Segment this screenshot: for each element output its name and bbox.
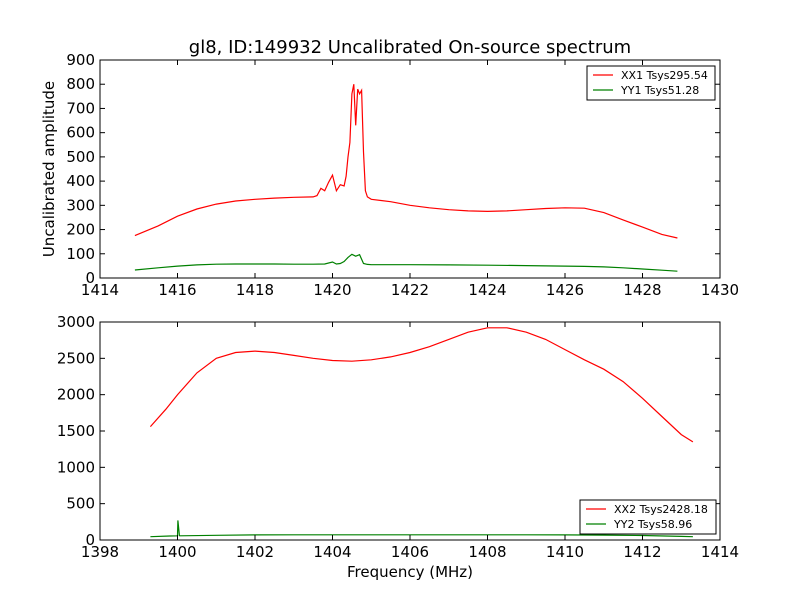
y-tick-label: 800 — [66, 75, 95, 93]
x-tick-label: 1422 — [391, 281, 429, 299]
x-tick-label: 1414 — [81, 281, 119, 299]
x-tick-label: 1406 — [391, 543, 429, 561]
x-tick-label: 1420 — [313, 281, 351, 299]
x-tick-label: 1416 — [158, 281, 196, 299]
y-tick-label: 3000 — [57, 313, 95, 331]
y-tick-label: 2000 — [57, 386, 95, 404]
x-tick-label: 1398 — [81, 543, 119, 561]
series-line-xx-1 — [134, 84, 678, 239]
y-tick-label: 300 — [66, 196, 95, 214]
plot-bottom: 1398 1400 1402 1404 1406 1408 1410 1412 1414 0 500… — [57, 313, 739, 561]
legend-entry: YY2 Tsys58.96 — [613, 518, 692, 531]
x-tick-label: 1428 — [623, 281, 661, 299]
y-tick-label: 0 — [85, 269, 95, 287]
legend-box — [586, 65, 716, 101]
x-tick-label: 1414 — [701, 543, 739, 561]
plot-top: 1414 1416 1418 1420 1422 1424 1426 1428 1430 0 100… — [66, 51, 739, 299]
y-tick-label: 700 — [66, 99, 95, 117]
series-line-xx-2 — [149, 327, 694, 443]
y-tick-label: 2500 — [57, 349, 95, 367]
series-line-yy-1 — [134, 253, 678, 272]
x-tick-label: 1430 — [701, 281, 739, 299]
x-axis-label-bottom: Frequency (MHz) — [347, 563, 473, 581]
x-tick-label: 1410 — [546, 543, 584, 561]
x-tick-label: 1400 — [158, 543, 196, 561]
legend-entry: YY1 Tsys51.28 — [620, 84, 699, 97]
x-tick-label: 1412 — [623, 543, 661, 561]
y-tick-label: 100 — [66, 245, 95, 263]
y-tick-label: 0 — [85, 531, 95, 549]
y-tick-label: 500 — [66, 495, 95, 513]
y-tick-label: 200 — [66, 221, 95, 239]
y-tick-label: 500 — [66, 148, 95, 166]
x-tick-label: 1408 — [468, 543, 506, 561]
x-tick-label: 1404 — [313, 543, 351, 561]
x-tick-label: 1418 — [236, 281, 274, 299]
chart-title: gl8, ID:149932 Uncalibrated On-source sp… — [189, 37, 631, 58]
x-tick-label: 1426 — [546, 281, 584, 299]
series-line-yy-2 — [150, 520, 693, 538]
y-tick-label: 900 — [66, 51, 95, 69]
y-axis-label-top: Uncalibrated amplitude — [40, 81, 58, 257]
y-tick-label: 1500 — [57, 422, 95, 440]
x-tick-label: 1402 — [236, 543, 274, 561]
legend-box — [579, 499, 717, 535]
x-tick-label: 1424 — [468, 281, 506, 299]
legend-entry: XX2 Tsys2428.18 — [614, 503, 708, 516]
legend-entry: XX1 Tsys295.54 — [621, 69, 708, 82]
y-tick-label: 1000 — [57, 458, 95, 476]
y-tick-label: 600 — [66, 124, 95, 142]
y-tick-label: 400 — [66, 172, 95, 190]
